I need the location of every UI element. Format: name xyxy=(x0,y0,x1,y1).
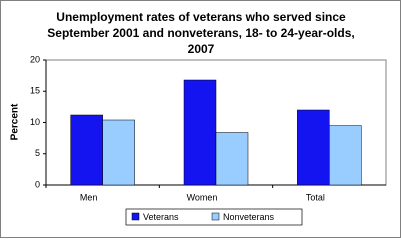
legend-swatch xyxy=(131,212,140,221)
y-axis-label: Percent xyxy=(10,103,21,140)
bar xyxy=(329,125,362,186)
bar xyxy=(102,119,135,186)
x-tick-label: Total xyxy=(306,192,325,202)
chart: Percent 0 5 10 15 20 Men Women Total Veterans Non… xyxy=(10,54,387,226)
legend-label: Veterans xyxy=(143,212,179,222)
y-tick-label: 10 xyxy=(30,117,40,127)
x-tick-label: Men xyxy=(80,192,98,202)
legend-swatch xyxy=(211,212,220,221)
bar xyxy=(297,109,330,186)
y-tick-label: 20 xyxy=(30,54,40,64)
bar xyxy=(70,114,103,186)
bar xyxy=(215,132,249,186)
y-tick-label: 5 xyxy=(35,148,40,158)
bar xyxy=(183,79,217,186)
x-tick-label: Women xyxy=(187,192,218,202)
y-tick-label: 15 xyxy=(30,86,40,96)
chart-title: Unemployment rates of veterans who serve… xyxy=(47,10,355,56)
legend-label: Nonveterans xyxy=(223,212,275,222)
y-tick-label: 0 xyxy=(35,179,40,189)
